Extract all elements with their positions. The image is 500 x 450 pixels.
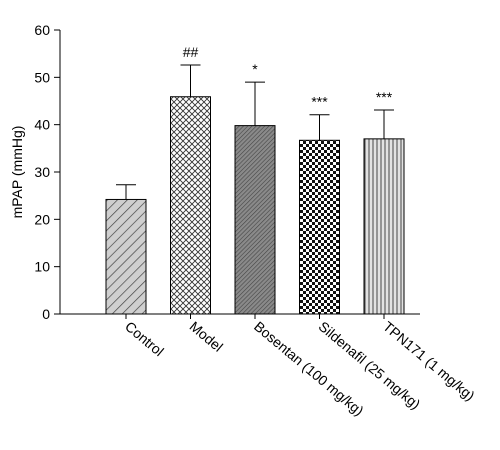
category-label: Model [187, 318, 227, 355]
significance-marker: *** [376, 89, 393, 105]
y-tick-label: 50 [34, 69, 50, 85]
bar-model [170, 96, 211, 315]
y-tick-label: 0 [42, 306, 50, 322]
category-label-group: Control Model Bosentan (100 mg/kg)Sildenaf… [122, 318, 478, 419]
significance-group: ##**** *** [183, 44, 393, 110]
y-tick-label: 10 [34, 259, 50, 275]
bar-control [105, 198, 147, 315]
y-tick-label: 60 [34, 22, 50, 38]
significance-marker: *** [311, 94, 328, 110]
y-tick-label: 40 [34, 117, 50, 133]
bar-sildenafil [299, 139, 340, 315]
bar-group [105, 96, 405, 315]
bar-bosentan [234, 125, 276, 315]
y-axis-title: mPAP (mmHg) [9, 126, 25, 219]
y-axis: 0 10 20 30 40 50 60 [34, 22, 61, 322]
bar-tpn171 [363, 138, 405, 315]
significance-marker: * [252, 61, 258, 77]
y-tick-label: 30 [34, 164, 50, 180]
x-axis [60, 313, 420, 319]
y-tick-label: 20 [34, 211, 50, 227]
error-bar-group [116, 64, 394, 200]
category-label: Bosentan (100 mg/kg) [251, 318, 367, 419]
category-label: Control [122, 318, 167, 359]
significance-marker: ## [183, 44, 199, 60]
